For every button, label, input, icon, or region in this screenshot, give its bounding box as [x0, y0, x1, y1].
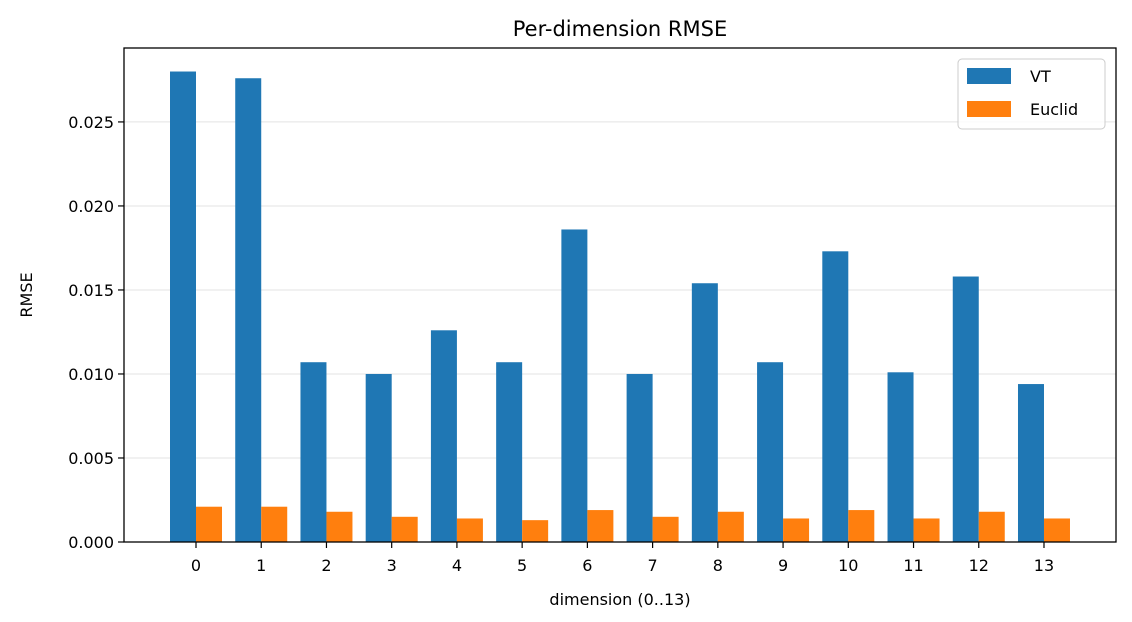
bar-vt-5 — [496, 362, 523, 542]
x-tick-label: 9 — [778, 556, 788, 575]
x-tick-label: 12 — [969, 556, 989, 575]
x-tick-label: 13 — [1034, 556, 1054, 575]
x-tick-label: 3 — [387, 556, 397, 575]
bar-vt-4 — [430, 330, 457, 542]
x-tick-label: 4 — [452, 556, 462, 575]
bar-euclid-8 — [717, 511, 744, 542]
x-tick-label: 8 — [713, 556, 723, 575]
x-tick-label: 11 — [903, 556, 923, 575]
bar-vt-13 — [1017, 384, 1044, 542]
bar-euclid-4 — [456, 518, 483, 542]
bar-vt-0 — [170, 71, 196, 543]
y-tick-label: 0.015 — [68, 281, 114, 300]
bar-vt-8 — [691, 283, 718, 542]
x-tick-label: 5 — [517, 556, 527, 575]
y-tick-label: 0.020 — [68, 197, 114, 216]
bars — [170, 71, 1070, 543]
bar-vt-3 — [365, 373, 392, 542]
bar-vt-1 — [235, 78, 262, 543]
y-tick-label: 0.010 — [68, 365, 114, 384]
bar-euclid-3 — [391, 516, 418, 542]
legend-label-euclid: Euclid — [1030, 100, 1078, 119]
bar-euclid-9 — [783, 518, 810, 542]
bar-euclid-10 — [848, 510, 875, 542]
bar-vt-6 — [561, 229, 588, 542]
x-tick-label: 10 — [838, 556, 858, 575]
x-axis-label: dimension (0..13) — [549, 590, 690, 609]
x-tick-label: 0 — [191, 556, 201, 575]
bar-vt-7 — [626, 373, 653, 542]
bar-euclid-0 — [196, 506, 222, 542]
bar-vt-9 — [757, 362, 784, 542]
x-tick-label: 1 — [256, 556, 266, 575]
x-axis-ticks: 0 1 2 3 4 5 6 7 8 9 10 11 12 13 — [191, 542, 1054, 575]
plot-frame — [123, 47, 1117, 543]
y-axis-label: RMSE — [17, 272, 36, 317]
legend: VT Euclid — [957, 58, 1106, 130]
bar-euclid-13 — [1043, 518, 1070, 542]
bar-euclid-7 — [652, 516, 679, 542]
x-tick-label: 7 — [648, 556, 658, 575]
bar-vt-12 — [952, 276, 979, 542]
bar-euclid-2 — [326, 511, 353, 542]
chart-title: Per-dimension RMSE — [513, 17, 727, 41]
legend-swatch-euclid — [967, 101, 1011, 117]
x-tick-label: 6 — [582, 556, 592, 575]
bar-vt-2 — [300, 362, 327, 542]
grid-lines — [124, 121, 1116, 459]
y-axis-ticks: 0.000 0.005 0.010 0.015 0.020 0.025 — [68, 113, 124, 552]
y-tick-label: 0.005 — [68, 449, 114, 468]
y-tick-label: 0.000 — [68, 533, 114, 552]
x-tick-label: 2 — [321, 556, 331, 575]
bar-vt-10 — [822, 251, 849, 542]
legend-label-vt: VT — [1030, 67, 1051, 86]
bar-euclid-12 — [978, 511, 1005, 542]
bar-euclid-1 — [261, 506, 288, 542]
bar-euclid-5 — [522, 520, 549, 542]
bar-vt-11 — [887, 372, 914, 542]
y-tick-label: 0.025 — [68, 113, 114, 132]
bar-euclid-11 — [913, 518, 940, 542]
legend-swatch-vt — [967, 68, 1011, 84]
bar-euclid-6 — [587, 510, 614, 542]
